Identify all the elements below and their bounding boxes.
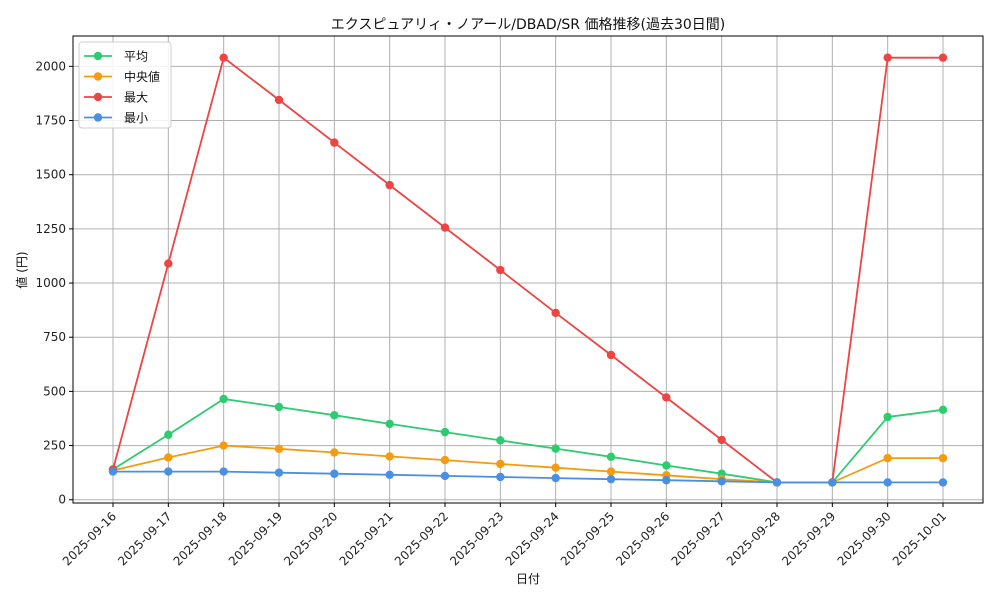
x-tick-label: 2025-09-26 <box>613 509 672 568</box>
data-point <box>551 444 560 453</box>
series-line-0 <box>112 398 944 484</box>
data-point <box>440 427 450 437</box>
data-point <box>440 455 450 465</box>
x-axis: 2025-09-162025-09-172025-09-182025-09-19… <box>60 503 949 568</box>
data-point <box>330 138 339 147</box>
legend-label: 最小 <box>124 111 148 125</box>
data-point <box>219 441 228 450</box>
data-point <box>330 448 339 457</box>
y-axis: 0 250 500 750 1000 1250 1500 1750 2000 <box>35 59 73 507</box>
data-point <box>164 467 173 476</box>
x-tick-label: 2025-09-19 <box>226 509 285 568</box>
x-tick-label: 2025-09-25 <box>558 509 617 568</box>
data-point <box>274 444 284 454</box>
data-point <box>606 474 616 484</box>
legend-swatch-marker <box>93 92 103 102</box>
y-tick-label: 1500 <box>35 168 66 182</box>
data-point <box>496 472 505 482</box>
data-point <box>496 459 505 469</box>
data-point <box>662 393 671 402</box>
data-point <box>330 411 339 420</box>
data-point <box>219 467 228 476</box>
x-tick-label: 2025-09-22 <box>392 509 451 568</box>
data-point <box>883 412 892 422</box>
data-point <box>717 477 726 486</box>
data-point <box>938 405 948 415</box>
data-point <box>772 478 782 487</box>
data-point <box>385 180 394 190</box>
data-point <box>330 469 339 478</box>
data-point <box>385 419 394 429</box>
data-point <box>219 394 228 404</box>
y-tick-label: 750 <box>43 330 66 344</box>
data-point <box>385 452 394 461</box>
x-tick-label: 2025-09-27 <box>669 509 728 568</box>
legend-swatch-marker <box>93 72 103 81</box>
data-point <box>606 452 616 462</box>
data-point <box>662 476 671 485</box>
y-tick-label: 250 <box>43 439 66 453</box>
legend-label: 中央値 <box>124 69 160 84</box>
x-tick-label: 2025-09-18 <box>171 509 230 568</box>
x-axis-label: 日付 <box>516 572 540 586</box>
y-tick-label: 500 <box>43 384 66 398</box>
x-tick-label: 2025-09-21 <box>337 509 396 568</box>
x-tick-label: 2025-09-23 <box>447 509 506 568</box>
x-tick-label: 2025-09-17 <box>115 509 174 568</box>
data-point <box>828 478 837 487</box>
data-point <box>883 478 892 487</box>
data-point <box>440 471 450 481</box>
legend-label: 平均 <box>124 50 148 64</box>
legend-label: 最大 <box>124 91 148 105</box>
data-point <box>662 461 671 470</box>
data-point <box>938 478 948 487</box>
data-point <box>164 259 173 268</box>
data-point <box>938 53 948 62</box>
series-lines <box>108 53 948 487</box>
data-point <box>717 435 726 445</box>
x-tick-label: 2025-09-24 <box>503 509 562 568</box>
legend-swatch-marker <box>93 51 103 61</box>
data-point <box>496 265 505 275</box>
data-point <box>606 350 616 360</box>
x-tick-label: 2025-09-20 <box>281 509 340 568</box>
data-point <box>274 468 284 477</box>
series-line-2 <box>112 56 943 484</box>
data-point <box>108 467 118 476</box>
data-point <box>274 95 284 105</box>
y-tick-label: 0 <box>58 493 66 507</box>
chart-title: エクスピュアリィ・ノアール/DBAD/SR 価格推移(過去30日間) <box>331 17 725 33</box>
data-point <box>496 436 505 445</box>
data-point <box>551 473 560 483</box>
x-tick-label: 2025-10-01 <box>890 509 949 568</box>
legend-swatch-marker <box>93 113 103 122</box>
data-point <box>385 470 394 480</box>
x-tick-label: 2025-09-30 <box>835 509 894 568</box>
data-point <box>938 453 948 463</box>
x-tick-label: 2025-09-29 <box>779 509 838 568</box>
legend-box <box>78 41 172 129</box>
x-tick-label: 2025-09-28 <box>724 509 783 568</box>
plot-area <box>72 35 984 504</box>
data-point <box>274 402 284 412</box>
data-point <box>551 463 560 472</box>
y-tick-label: 2000 <box>35 59 66 73</box>
x-tick-label: 2025-09-16 <box>60 509 119 568</box>
data-point <box>164 453 173 462</box>
data-point <box>883 453 892 463</box>
data-point <box>219 53 228 62</box>
data-point <box>551 308 560 318</box>
data-point <box>606 467 616 476</box>
series-line-3 <box>113 470 943 484</box>
grid <box>73 36 983 503</box>
data-point <box>164 430 173 439</box>
data-point <box>440 223 450 232</box>
data-point <box>883 53 892 62</box>
y-axis-label: 値 (円) <box>14 251 29 288</box>
y-tick-label: 1250 <box>35 222 66 236</box>
y-tick-label: 1750 <box>35 114 66 128</box>
y-tick-label: 1000 <box>35 276 66 290</box>
